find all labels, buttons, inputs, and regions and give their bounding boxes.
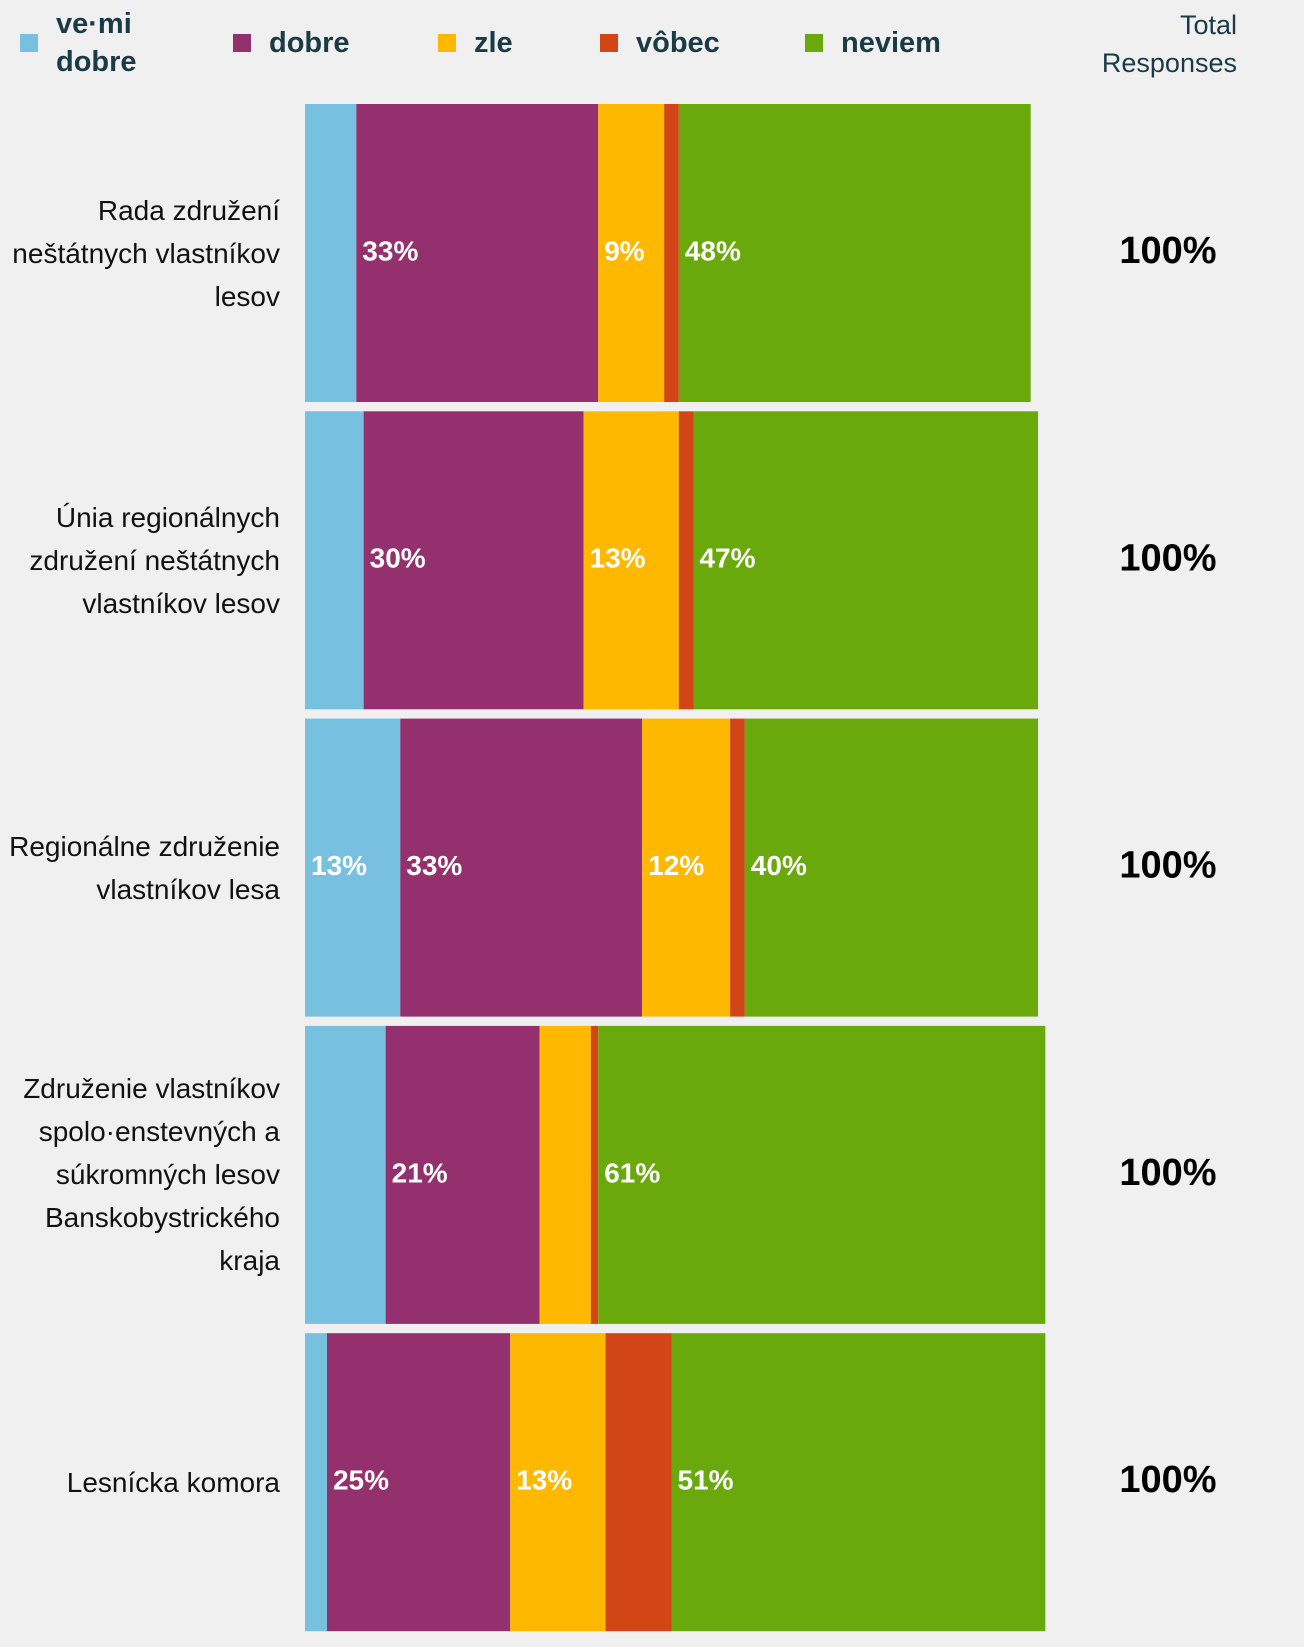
total-label: 100% — [1119, 537, 1216, 579]
category-label: Rada združení neštátnych vlastníkov leso… — [12, 194, 280, 312]
legend-swatch — [20, 34, 38, 52]
legend-swatch — [805, 34, 823, 52]
bar-segment — [590, 1025, 599, 1324]
bar-segment — [356, 104, 599, 402]
bar-segment — [326, 1333, 511, 1632]
data-label: 33% — [406, 850, 462, 881]
bar-segment — [305, 1333, 327, 1632]
legend-label: zle — [474, 27, 513, 59]
bar-segment — [583, 411, 679, 710]
data-label: 21% — [392, 1157, 448, 1188]
legend-swatch — [233, 34, 251, 52]
bar-segment — [671, 1333, 1046, 1632]
totals-title: Total Responses — [1101, 10, 1237, 78]
legend-item: neviem — [805, 24, 941, 62]
data-label: 33% — [362, 235, 418, 266]
legend-item: zle — [438, 24, 513, 62]
legend-label: neviem — [841, 27, 941, 59]
data-label: 9% — [604, 235, 645, 266]
bar-segment — [598, 1025, 1046, 1324]
total-label: 100% — [1119, 1459, 1216, 1501]
total-label: 100% — [1119, 1152, 1216, 1194]
data-label: 40% — [751, 850, 807, 881]
legend-label: dobre — [269, 27, 350, 59]
bar-segment — [642, 718, 731, 1017]
data-label: 12% — [648, 850, 704, 881]
bar-segment — [510, 1333, 606, 1632]
bar-segment — [400, 718, 643, 1017]
bar-segment — [305, 718, 401, 1017]
bar-segment — [305, 1025, 386, 1324]
data-label: 48% — [685, 235, 741, 266]
bar-segment — [305, 411, 364, 710]
total-label: 100% — [1119, 230, 1216, 272]
bar-segment — [664, 104, 679, 402]
data-label: 51% — [678, 1465, 734, 1496]
legend-swatch — [600, 34, 618, 52]
legend-label: vôbec — [636, 27, 720, 59]
category-label: Združenie vlastníkov spolo·enstevných a … — [23, 1073, 280, 1277]
bar-segment — [598, 104, 665, 402]
data-label: 61% — [604, 1157, 660, 1188]
data-label: 13% — [311, 850, 367, 881]
legend-item: vôbec — [600, 24, 720, 62]
category-label: Regionálne združenie vlastníkov lesa — [9, 830, 280, 905]
data-label: 13% — [590, 543, 646, 574]
bar-segment — [539, 1025, 591, 1324]
bar-segment — [693, 411, 1038, 710]
bar-segment — [363, 411, 584, 710]
bar-segment — [678, 411, 694, 710]
data-label: 47% — [699, 543, 755, 574]
category-label: Únia regionálnych združení neštátnych vl… — [29, 501, 280, 619]
legend-label: ve·mi dobre — [56, 8, 137, 78]
data-label: 25% — [333, 1465, 389, 1496]
bar-segment — [385, 1025, 540, 1324]
legend-item: ve·mi dobre — [20, 5, 160, 81]
legend-item: dobre — [233, 24, 350, 62]
bar-segment — [744, 718, 1038, 1017]
category-label: Lesnícka komora — [66, 1466, 280, 1498]
bar-segment — [305, 104, 357, 402]
data-label: 30% — [370, 543, 426, 574]
bar-segment — [678, 104, 1031, 402]
total-label: 100% — [1119, 845, 1216, 887]
bar-segment — [730, 718, 745, 1017]
data-label: 13% — [516, 1465, 572, 1496]
bar-segment — [605, 1333, 672, 1632]
legend-swatch — [438, 34, 456, 52]
